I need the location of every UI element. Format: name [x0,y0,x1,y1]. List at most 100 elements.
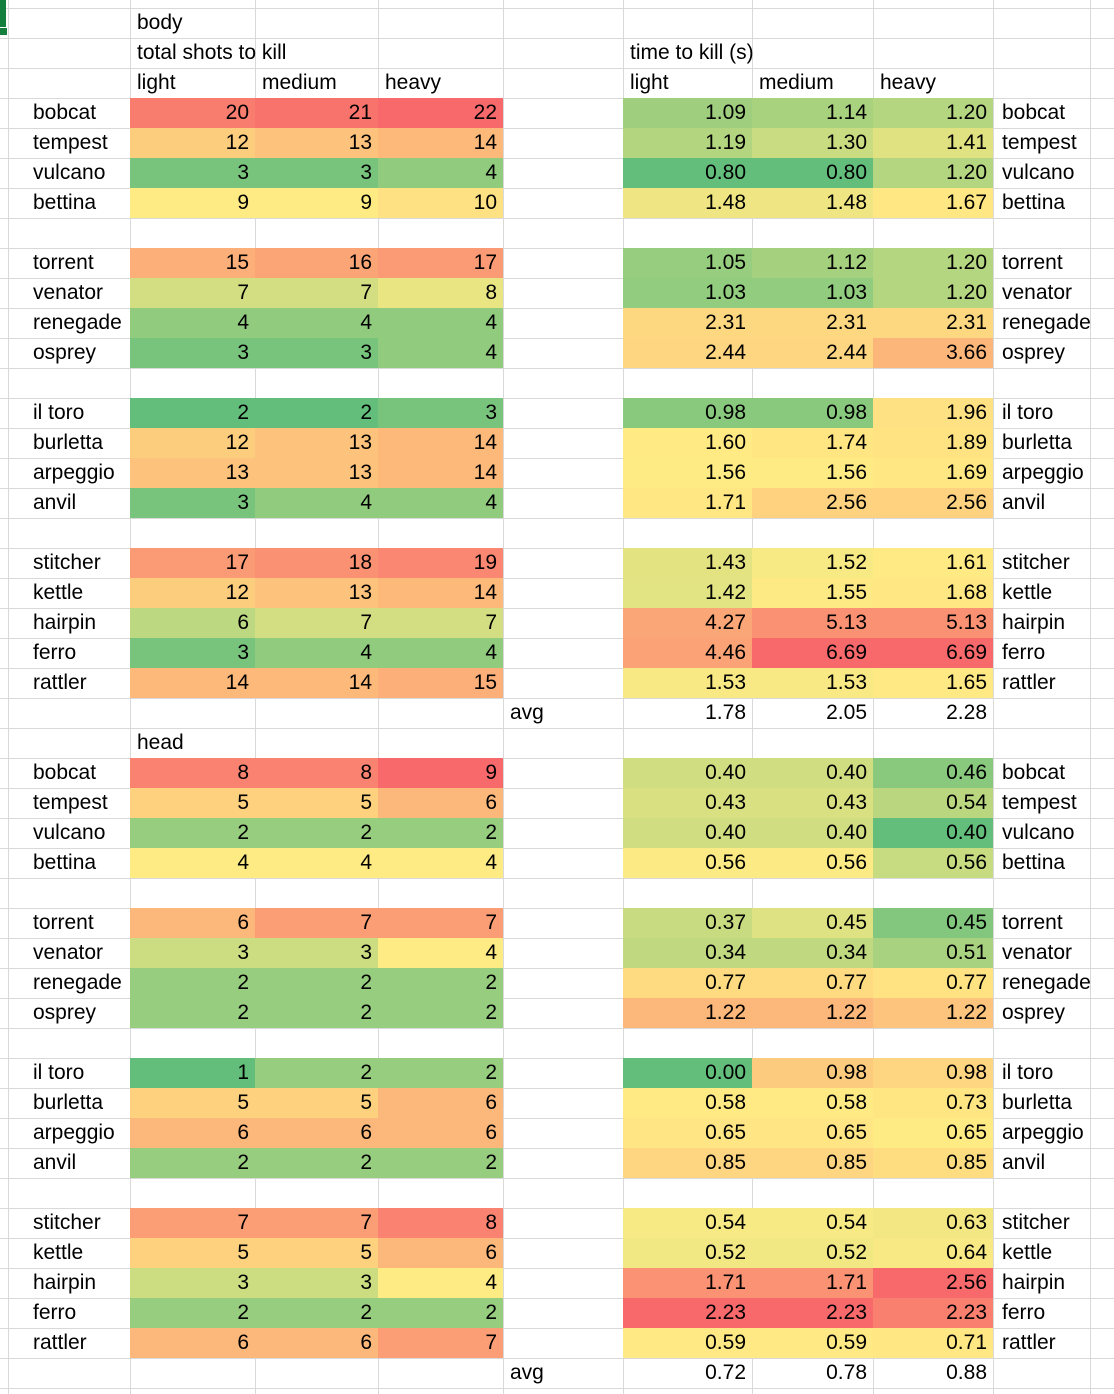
ttk-cell[interactable]: 1.67 [873,188,993,218]
ttk-cell[interactable]: 1.71 [623,1268,752,1298]
ttk-cell[interactable]: 0.40 [752,758,873,788]
ttk-cell[interactable]: 5.13 [752,608,873,638]
shots-cell[interactable]: 8 [255,758,378,788]
shots-cell[interactable]: 7 [378,908,503,938]
avg-ttk-cell[interactable]: 2.05 [826,701,867,724]
shots-cell[interactable]: 1 [130,1058,255,1088]
shots-cell[interactable]: 14 [378,128,503,158]
shots-cell[interactable]: 9 [378,758,503,788]
ttk-cell[interactable]: 1.52 [752,548,873,578]
shots-cell[interactable]: 3 [255,338,378,368]
ttk-cell[interactable]: 0.54 [752,1208,873,1238]
ttk-cell[interactable]: 1.61 [873,548,993,578]
weapon-name[interactable]: tempest [33,131,108,154]
ttk-cell[interactable]: 0.45 [752,908,873,938]
weapon-name[interactable]: renegade [33,971,122,994]
shots-cell[interactable]: 9 [255,188,378,218]
shots-cell[interactable]: 4 [378,488,503,518]
weapon-name[interactable]: bobcat [33,101,97,124]
weapon-name-right[interactable]: il toro [1002,401,1054,424]
avg-ttk-cell[interactable]: 0.78 [826,1361,867,1384]
shots-cell[interactable]: 4 [378,308,503,338]
ttk-cell[interactable]: 1.22 [623,998,752,1028]
ttk-cell[interactable]: 2.31 [752,308,873,338]
shots-cell[interactable]: 3 [130,158,255,188]
ttk-cell[interactable]: 3.66 [873,338,993,368]
ttk-cell[interactable]: 2.23 [752,1298,873,1328]
ttk-cell[interactable]: 5.13 [873,608,993,638]
ttk-cell[interactable]: 0.77 [752,968,873,998]
ttk-cell[interactable]: 1.20 [873,158,993,188]
shots-cell[interactable]: 2 [255,1148,378,1178]
ttk-cell[interactable]: 1.42 [623,578,752,608]
shots-cell[interactable]: 5 [255,788,378,818]
ttk-cell[interactable]: 0.85 [752,1148,873,1178]
weapon-name-right[interactable]: tempest [1002,791,1077,814]
shots-cell[interactable]: 3 [255,158,378,188]
weapon-name[interactable]: kettle [33,581,84,604]
shots-cell[interactable]: 9 [130,188,255,218]
shots-cell[interactable]: 2 [255,968,378,998]
shots-cell[interactable]: 2 [130,1148,255,1178]
avg-label[interactable]: avg [510,1361,544,1384]
weapon-name[interactable]: hairpin [33,1271,97,1294]
ttk-cell[interactable]: 0.65 [752,1118,873,1148]
shots-cell[interactable]: 6 [130,1328,255,1358]
shots-cell[interactable]: 3 [130,488,255,518]
shots-cell[interactable]: 7 [255,1208,378,1238]
weapon-name-right[interactable]: venator [1002,941,1073,964]
ttk-cell[interactable]: 0.40 [873,818,993,848]
ttk-cell[interactable]: 2.44 [623,338,752,368]
weapon-name[interactable]: venator [33,281,104,304]
shots-cell[interactable]: 13 [255,578,378,608]
ttk-cell[interactable]: 1.56 [623,458,752,488]
weapon-name-right[interactable]: ferro [1002,1301,1046,1324]
shots-cell[interactable]: 5 [130,788,255,818]
shots-cell[interactable]: 15 [378,668,503,698]
ttk-cell[interactable]: 0.40 [752,818,873,848]
shots-cell[interactable]: 5 [255,1238,378,1268]
shots-cell[interactable]: 2 [378,1298,503,1328]
shots-cell[interactable]: 6 [255,1328,378,1358]
weapon-name-right[interactable]: osprey [1002,1001,1066,1024]
ttk-cell[interactable]: 1.74 [752,428,873,458]
shots-cell[interactable]: 15 [130,248,255,278]
ttk-cell[interactable]: 1.22 [752,998,873,1028]
ttk-cell[interactable]: 0.80 [752,158,873,188]
ttk-cell[interactable]: 1.55 [752,578,873,608]
ttk-cell[interactable]: 0.85 [873,1148,993,1178]
weapon-name[interactable]: ferro [33,1301,77,1324]
weapon-name[interactable]: ferro [33,641,77,664]
shots-cell[interactable]: 19 [378,548,503,578]
shots-cell[interactable]: 4 [255,638,378,668]
ttk-cell[interactable]: 0.46 [873,758,993,788]
shots-cell[interactable]: 2 [378,818,503,848]
shots-cell[interactable]: 5 [130,1088,255,1118]
shots-cell[interactable]: 4 [255,848,378,878]
ttk-cell[interactable]: 1.71 [623,488,752,518]
ttk-cell[interactable]: 1.43 [623,548,752,578]
ttk-cell[interactable]: 0.80 [623,158,752,188]
ttk-cell[interactable]: 4.46 [623,638,752,668]
shots-cell[interactable]: 4 [378,638,503,668]
shots-cell[interactable]: 17 [130,548,255,578]
shots-col-header-light[interactable]: light [137,71,176,94]
weapon-name[interactable]: arpeggio [33,461,115,484]
shots-cell[interactable]: 2 [255,398,378,428]
ttk-cell[interactable]: 0.98 [873,1058,993,1088]
ttk-cell[interactable]: 0.54 [623,1208,752,1238]
ttk-cell[interactable]: 0.58 [623,1088,752,1118]
shots-cell[interactable]: 3 [378,398,503,428]
shots-cell[interactable]: 4 [378,158,503,188]
ttk-cell[interactable]: 2.23 [623,1298,752,1328]
ttk-cell[interactable]: 0.52 [752,1238,873,1268]
ttk-cell[interactable]: 0.98 [752,1058,873,1088]
ttk-cell[interactable]: 0.77 [873,968,993,998]
weapon-name[interactable]: il toro [33,401,85,424]
shots-cell[interactable]: 6 [130,608,255,638]
weapon-name-right[interactable]: bobcat [1002,101,1066,124]
ttk-cell[interactable]: 1.71 [752,1268,873,1298]
shots-cell[interactable]: 3 [255,1268,378,1298]
shots-cell[interactable]: 3 [130,938,255,968]
avg-label[interactable]: avg [510,701,544,724]
